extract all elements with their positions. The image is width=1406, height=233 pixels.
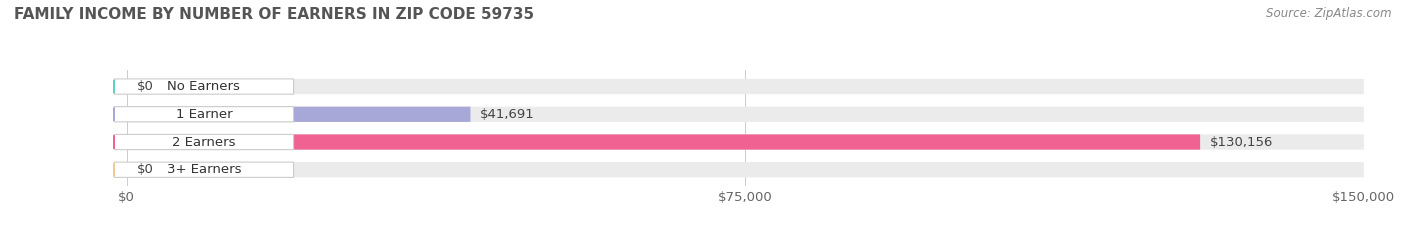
Text: $130,156: $130,156 [1211,136,1274,148]
FancyBboxPatch shape [127,107,471,122]
FancyBboxPatch shape [114,134,294,150]
Text: $0: $0 [136,163,153,176]
Text: 2 Earners: 2 Earners [172,136,236,148]
Text: $41,691: $41,691 [481,108,536,121]
Text: No Earners: No Earners [167,80,240,93]
FancyBboxPatch shape [127,107,1364,122]
FancyBboxPatch shape [114,79,294,94]
Text: FAMILY INCOME BY NUMBER OF EARNERS IN ZIP CODE 59735: FAMILY INCOME BY NUMBER OF EARNERS IN ZI… [14,7,534,22]
FancyBboxPatch shape [127,162,1364,177]
FancyBboxPatch shape [127,79,1364,94]
Text: Source: ZipAtlas.com: Source: ZipAtlas.com [1267,7,1392,20]
FancyBboxPatch shape [114,162,294,177]
FancyBboxPatch shape [114,107,294,122]
Text: 3+ Earners: 3+ Earners [167,163,240,176]
Text: $0: $0 [136,80,153,93]
Text: 1 Earner: 1 Earner [176,108,232,121]
FancyBboxPatch shape [127,134,1201,150]
FancyBboxPatch shape [127,134,1364,150]
